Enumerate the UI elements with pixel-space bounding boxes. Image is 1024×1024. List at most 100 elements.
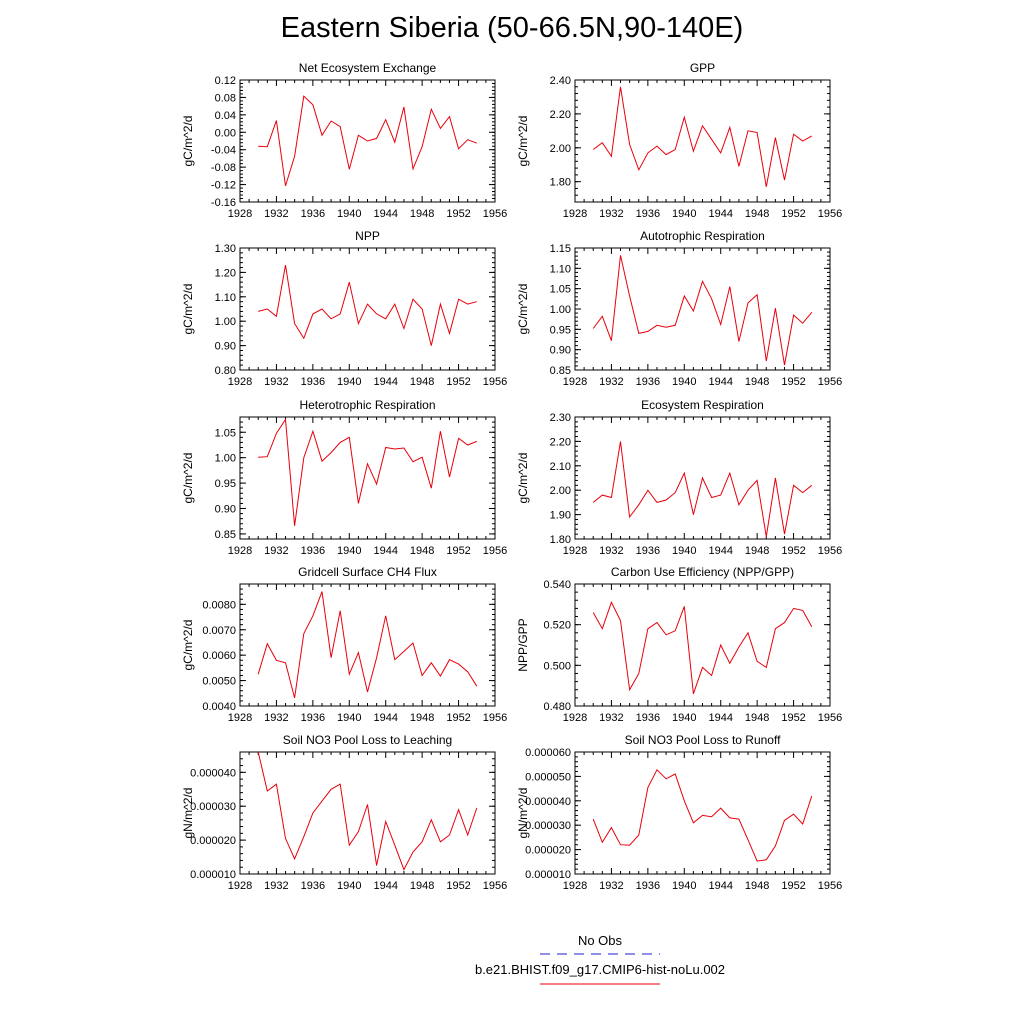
- x-tick-label: 1944: [708, 545, 732, 557]
- plot-frame: [239, 416, 496, 540]
- y-axis-label: gC/m^2/d: [516, 453, 530, 504]
- y-tick-label: 0.00: [215, 127, 236, 139]
- x-tick-label: 1940: [672, 545, 696, 557]
- x-tick-label: 1932: [599, 712, 623, 724]
- x-tick-label: 1956: [818, 208, 842, 220]
- x-tick-label: 1936: [301, 880, 325, 892]
- y-axis-label: gC/m^2/d: [516, 116, 530, 167]
- x-tick-label: 1948: [410, 880, 434, 892]
- x-tick-label: 1948: [745, 376, 769, 388]
- y-tick-label: 0.85: [215, 529, 236, 541]
- x-tick-label: 1944: [373, 712, 397, 724]
- y-tick-label: -0.04: [211, 145, 236, 157]
- x-tick-label: 1944: [708, 712, 732, 724]
- x-tick-label: 1940: [672, 376, 696, 388]
- y-tick-label: 0.0080: [202, 599, 236, 611]
- x-tick-label: 1956: [483, 712, 507, 724]
- x-tick-label: 1944: [373, 880, 397, 892]
- series-line: [592, 86, 813, 187]
- y-tick-label: 0.520: [543, 620, 571, 632]
- plot-frame: [574, 583, 831, 707]
- y-tick-label: 0.000060: [525, 747, 571, 759]
- x-tick-label: 1936: [636, 376, 660, 388]
- y-tick-label: 1.00: [215, 453, 236, 465]
- chart-panel: Ecosystem Respiration gC/m^2/d 1928 1932 193…: [516, 398, 842, 557]
- y-tick-label: 0.000010: [190, 869, 236, 881]
- y-axis-label: gC/m^2/d: [516, 284, 530, 335]
- y-tick-label: 0.95: [550, 324, 571, 336]
- series-line: [258, 95, 477, 187]
- x-tick-label: 1940: [337, 545, 361, 557]
- panel-title: NPP: [355, 229, 380, 243]
- x-tick-label: 1928: [563, 208, 587, 220]
- plot-frame: [239, 79, 496, 203]
- x-tick-label: 1956: [818, 712, 842, 724]
- x-tick-label: 1936: [636, 712, 660, 724]
- y-tick-label: 0.95: [215, 478, 236, 490]
- x-tick-label: 1948: [745, 880, 769, 892]
- x-tick-label: 1948: [745, 208, 769, 220]
- y-axis-label: gC/m^2/d: [181, 620, 195, 671]
- x-tick-label: 1936: [301, 376, 325, 388]
- y-tick-label: 0.90: [215, 504, 236, 516]
- x-tick-label: 1932: [264, 545, 288, 557]
- y-tick-label: 1.80: [550, 177, 571, 189]
- x-tick-label: 1952: [781, 208, 805, 220]
- y-axis-label: gC/m^2/d: [181, 116, 195, 167]
- panel-title: Autotrophic Respiration: [640, 229, 765, 243]
- plot-frame: [574, 247, 831, 371]
- series-line: [592, 255, 813, 366]
- x-tick-label: 1952: [781, 376, 805, 388]
- panel-title: GPP: [690, 61, 715, 75]
- y-tick-label: 2.40: [550, 75, 571, 87]
- y-tick-label: 0.12: [215, 75, 236, 87]
- series-line: [592, 601, 813, 694]
- x-tick-label: 1936: [301, 545, 325, 557]
- x-tick-label: 1952: [781, 712, 805, 724]
- x-tick-label: 1952: [781, 545, 805, 557]
- y-tick-label: 0.000050: [525, 771, 571, 783]
- x-tick-label: 1944: [708, 376, 732, 388]
- x-tick-label: 1956: [483, 545, 507, 557]
- x-tick-label: 1952: [446, 712, 470, 724]
- chart-panel: NPP gC/m^2/d 1928 1932 1936 1940 1944 1948 1952 1…: [181, 229, 507, 388]
- chart-panel: Gridcell Surface CH4 Flux gC/m^2/d 1928 193…: [181, 565, 507, 724]
- chart-panel: Net Ecosystem Exchange gC/m^2/d 1928 1932 19…: [181, 61, 507, 220]
- y-tick-label: 0.000020: [190, 835, 236, 847]
- y-tick-label: 0.08: [215, 92, 236, 104]
- x-tick-label: 1936: [301, 712, 325, 724]
- y-tick-label: 0.000040: [525, 796, 571, 808]
- x-tick-label: 1956: [483, 880, 507, 892]
- y-tick-label: 0.480: [543, 701, 571, 713]
- series-line: [257, 752, 478, 871]
- panel-title: Soil NO3 Pool Loss to Leaching: [283, 733, 452, 747]
- x-tick-label: 1928: [228, 712, 252, 724]
- y-tick-label: 0.0070: [202, 625, 236, 637]
- y-tick-label: 0.04: [215, 110, 236, 122]
- plot-frame: [239, 583, 496, 707]
- y-tick-label: 2.30: [550, 412, 571, 424]
- y-tick-label: -0.12: [211, 180, 236, 192]
- x-tick-label: 1948: [745, 545, 769, 557]
- y-tick-label: 1.10: [550, 263, 571, 275]
- x-tick-label: 1932: [599, 880, 623, 892]
- panel-title: Soil NO3 Pool Loss to Runoff: [625, 733, 782, 747]
- x-tick-label: 1928: [563, 376, 587, 388]
- plot-frame: [574, 751, 831, 875]
- y-axis-label: gC/m^2/d: [181, 284, 195, 335]
- y-axis-label: gN/m^2/d: [181, 788, 195, 839]
- y-tick-label: 0.540: [543, 579, 571, 591]
- y-tick-label: 0.000040: [190, 767, 236, 779]
- x-tick-label: 1948: [410, 376, 434, 388]
- x-tick-label: 1928: [563, 880, 587, 892]
- x-tick-label: 1944: [708, 208, 732, 220]
- y-tick-label: 1.90: [550, 510, 571, 522]
- y-tick-label: 0.000010: [525, 869, 571, 881]
- x-tick-label: 1956: [483, 208, 507, 220]
- x-tick-label: 1956: [483, 376, 507, 388]
- y-tick-label: 0.000030: [190, 801, 236, 813]
- panel-title: Gridcell Surface CH4 Flux: [298, 565, 437, 579]
- y-tick-label: 1.05: [550, 284, 571, 296]
- plot-frame: [239, 751, 496, 875]
